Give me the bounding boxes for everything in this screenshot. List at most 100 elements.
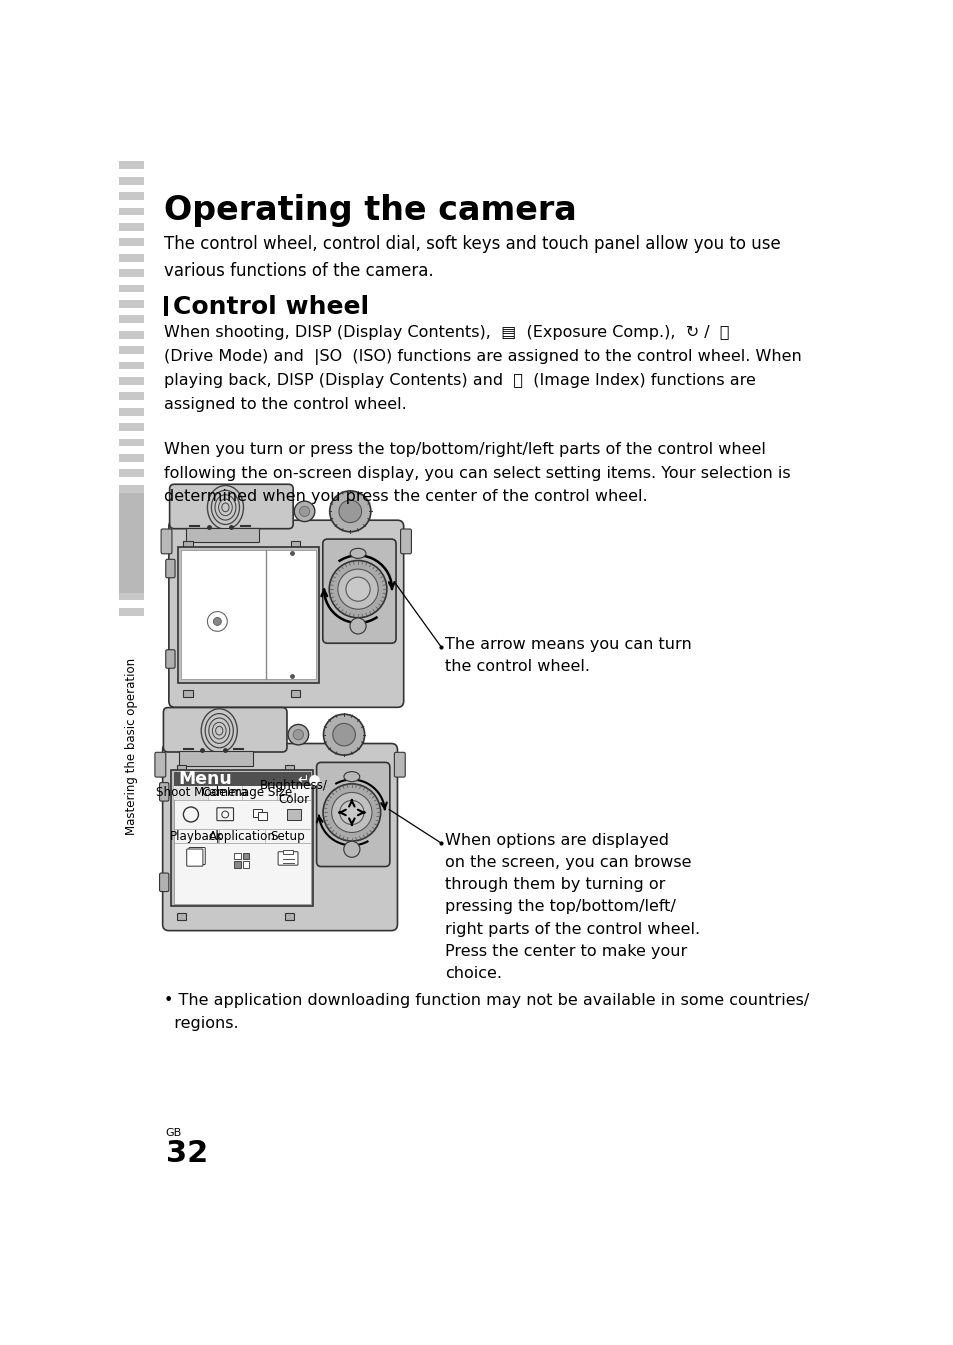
Bar (119, 207, 144, 215)
Text: The control wheel, control dial, soft keys and touch panel allow you to use
vari: The control wheel, control dial, soft ke… (164, 234, 781, 280)
Text: GB: GB (166, 1127, 182, 1138)
Bar (119, 346, 144, 354)
FancyBboxPatch shape (159, 873, 169, 892)
Bar (119, 315, 144, 323)
Text: When shooting, DISP (Display Contents),  ▤  (Exposure Comp.),  ↻ /  ⎙
(Drive Mod: When shooting, DISP (Display Contents), … (164, 325, 801, 412)
Text: Playback: Playback (170, 830, 223, 843)
FancyBboxPatch shape (169, 521, 403, 707)
Bar (119, 254, 144, 261)
Circle shape (299, 506, 310, 516)
Circle shape (323, 714, 364, 755)
Text: Image Size: Image Size (227, 787, 292, 799)
Text: Application: Application (209, 830, 275, 843)
Circle shape (350, 617, 366, 633)
Bar (119, 377, 144, 385)
Bar (172, 771, 313, 905)
FancyBboxPatch shape (162, 744, 397, 931)
FancyBboxPatch shape (163, 707, 287, 752)
Bar (119, 424, 144, 430)
Bar (119, 393, 144, 399)
Text: Control wheel: Control wheel (173, 295, 369, 319)
Bar (119, 484, 144, 492)
Circle shape (330, 491, 371, 531)
Text: When options are displayed
on the screen, you can browse
through them by turning: When options are displayed on the screen… (444, 833, 700, 981)
Circle shape (332, 792, 372, 833)
Bar (119, 455, 144, 461)
Circle shape (343, 841, 359, 857)
FancyBboxPatch shape (154, 752, 166, 777)
Text: Menu: Menu (178, 771, 232, 788)
Ellipse shape (350, 549, 366, 558)
Text: The arrow means you can turn
the control wheel.: The arrow means you can turn the control… (444, 638, 691, 674)
Bar (119, 562, 144, 569)
Bar (253, 810, 262, 818)
Bar (173, 785, 208, 799)
Bar (119, 269, 144, 277)
Text: Brightness/
Color: Brightness/ Color (259, 779, 327, 806)
Circle shape (288, 725, 309, 745)
Bar (119, 546, 144, 554)
Bar (119, 238, 144, 246)
Bar (242, 853, 249, 859)
Circle shape (213, 617, 221, 625)
Circle shape (294, 502, 314, 522)
Bar (233, 861, 241, 868)
Ellipse shape (207, 486, 243, 530)
Bar (119, 331, 144, 339)
Text: Camera: Camera (202, 787, 249, 799)
Text: Setup: Setup (271, 830, 305, 843)
Bar (119, 469, 144, 477)
Bar (177, 913, 186, 920)
Bar (173, 772, 311, 904)
Ellipse shape (344, 772, 359, 781)
FancyBboxPatch shape (187, 849, 203, 866)
Circle shape (339, 800, 363, 824)
Bar (179, 752, 253, 765)
FancyBboxPatch shape (400, 529, 411, 554)
Bar (242, 861, 249, 868)
Circle shape (293, 729, 303, 740)
Text: ↵●: ↵● (296, 772, 320, 787)
Bar (183, 690, 193, 697)
Circle shape (337, 569, 377, 609)
Bar (119, 577, 144, 585)
Circle shape (333, 724, 355, 746)
Bar (119, 438, 144, 447)
Bar (119, 362, 144, 370)
Bar (283, 850, 293, 854)
FancyBboxPatch shape (170, 484, 293, 529)
Bar (177, 765, 186, 772)
FancyBboxPatch shape (322, 539, 395, 643)
Bar (180, 550, 316, 679)
Bar (291, 690, 299, 697)
FancyBboxPatch shape (316, 763, 390, 866)
Bar (119, 161, 144, 169)
Bar (287, 810, 300, 820)
FancyBboxPatch shape (161, 529, 172, 554)
Bar (119, 408, 144, 416)
Bar (119, 300, 144, 308)
FancyBboxPatch shape (278, 851, 297, 865)
Bar (119, 593, 144, 600)
FancyBboxPatch shape (394, 752, 405, 777)
Circle shape (338, 500, 361, 523)
Text: Shoot Mode: Shoot Mode (155, 787, 226, 799)
Circle shape (346, 577, 370, 601)
Circle shape (323, 784, 380, 841)
Circle shape (329, 561, 387, 617)
Bar (183, 542, 193, 549)
Text: Operating the camera: Operating the camera (164, 194, 577, 227)
Bar (119, 500, 144, 508)
FancyBboxPatch shape (166, 650, 174, 668)
Bar (119, 492, 144, 593)
FancyBboxPatch shape (189, 847, 205, 865)
Bar (257, 812, 267, 820)
FancyBboxPatch shape (166, 560, 174, 578)
Bar (291, 542, 299, 549)
Bar (119, 176, 144, 184)
Bar (119, 223, 144, 231)
Bar (119, 192, 144, 200)
Bar (173, 772, 311, 785)
Text: When you turn or press the top/bottom/right/left parts of the control wheel
foll: When you turn or press the top/bottom/ri… (164, 443, 790, 504)
Bar (186, 529, 258, 542)
